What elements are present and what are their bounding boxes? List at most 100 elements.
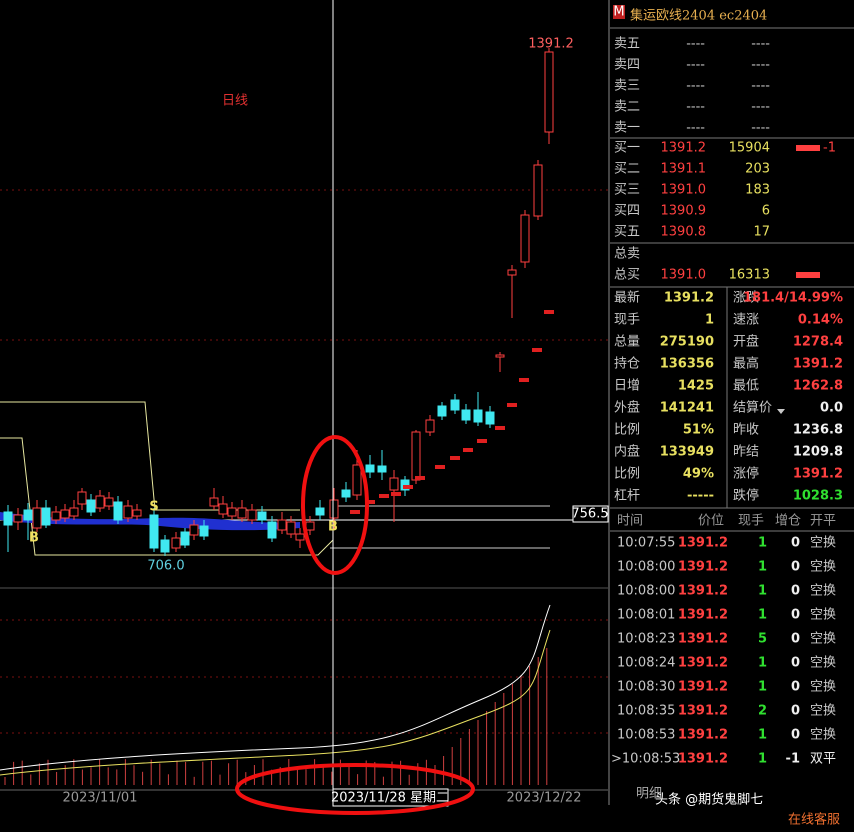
- low-label: 706.0: [147, 559, 184, 574]
- badge: M: [613, 5, 624, 20]
- trade-price: 1391.2: [678, 560, 728, 575]
- candle-body: [461, 409, 471, 421]
- candle-body: [23, 509, 33, 521]
- book-label: 卖一: [614, 121, 640, 136]
- stat-value: 0.14%: [798, 313, 843, 328]
- trade-type: 空换: [810, 656, 836, 671]
- trade-time: 10:08:00: [617, 584, 675, 599]
- trade-oi: -1: [786, 752, 800, 767]
- stat-label: 日增: [614, 379, 640, 394]
- candle-body: [437, 405, 447, 417]
- stat-value: -----: [687, 489, 714, 504]
- candle-body: [315, 507, 325, 516]
- trade-price: 1391.2: [678, 536, 728, 551]
- book-price: 1390.8: [661, 225, 707, 240]
- ma-segment: [532, 348, 542, 352]
- trade-qty: 1: [758, 728, 767, 743]
- trade-qty: 1: [758, 560, 767, 575]
- service-link[interactable]: 在线客服: [788, 812, 840, 828]
- book-price: ----: [686, 79, 705, 94]
- trade-oi: 0: [791, 584, 800, 599]
- trade-oi: 0: [791, 608, 800, 623]
- trade-price: 1391.2: [678, 728, 728, 743]
- candle-body: [544, 51, 554, 133]
- ma-segment: [507, 403, 517, 407]
- book-price: 1391.2: [661, 141, 707, 156]
- stat-value: 181.4/14.99%: [743, 291, 843, 306]
- book-label: 买一: [614, 141, 640, 156]
- candle-body: [365, 464, 375, 473]
- trade-oi: 0: [791, 728, 800, 743]
- candle-body: [149, 514, 159, 549]
- candle-body: [199, 525, 209, 537]
- ma-segment: [495, 426, 505, 430]
- candle-body: [227, 507, 237, 517]
- trade-time: 10:08:35: [617, 704, 675, 719]
- x-axis-label: 2023/11/01: [63, 791, 138, 806]
- candle-body: [237, 507, 247, 519]
- candle-body: [247, 509, 257, 521]
- candle-body: [305, 521, 315, 531]
- book-price: 1391.1: [661, 162, 707, 177]
- trade-qty: 1: [758, 536, 767, 551]
- trade-time: 10:08:30: [617, 680, 675, 695]
- trade-type: 空换: [810, 680, 836, 695]
- book-volume: 203: [745, 162, 770, 177]
- ma-segment: [463, 448, 473, 452]
- stat-value: 1391.2: [793, 467, 843, 482]
- book-price: 1391.0: [661, 183, 707, 198]
- ma-segment: [415, 476, 425, 480]
- trade-type: 空换: [810, 704, 836, 719]
- trade-qty: 1: [758, 752, 767, 767]
- candle-body: [113, 501, 123, 521]
- detail-tab[interactable]: 明细: [636, 787, 662, 802]
- badge-box: [613, 5, 625, 19]
- stat-label: 总量: [614, 335, 640, 350]
- cursor-date-box: [332, 788, 449, 807]
- trade-type: 空换: [810, 632, 836, 647]
- trade-qty: 1: [758, 680, 767, 695]
- volume-ma: [0, 604, 551, 771]
- stat-value: 49%: [683, 467, 714, 482]
- book-volume: ----: [751, 79, 770, 94]
- candle-body: [86, 499, 96, 513]
- candle-body: [377, 465, 387, 473]
- stat-label: 速涨: [733, 313, 759, 328]
- signal-marker: B: [29, 531, 39, 546]
- trade-oi: 0: [791, 632, 800, 647]
- period-label: 日线: [222, 94, 248, 109]
- trade-time: 10:08:23: [617, 632, 675, 647]
- candle-body: [209, 497, 219, 507]
- candle-body: [341, 489, 351, 498]
- stat-value: 1209.8: [793, 445, 843, 460]
- book-label: 卖二: [614, 100, 640, 115]
- trade-price: 1391.2: [678, 632, 728, 647]
- book-volume: ----: [751, 121, 770, 136]
- trade-qty: 2: [758, 704, 767, 719]
- candle-body: [286, 521, 296, 535]
- total-label: 总买: [614, 268, 640, 283]
- kline-chart: 日线 1391.2 706.0 756.5 S B B 2023/11/01 2023/11/2…: [0, 0, 609, 815]
- trade-time: >10:08:53: [611, 752, 680, 767]
- book-volume: ----: [751, 100, 770, 115]
- stat-label: 比例: [614, 423, 640, 438]
- ma-segment: [544, 310, 554, 314]
- trade-header: 时间: [617, 514, 643, 529]
- x-axis-label: 2023/11/28 星期二: [331, 791, 449, 806]
- stat-label: 昨收: [733, 423, 759, 438]
- candle-body: [180, 531, 190, 546]
- book-volume: 183: [745, 183, 770, 198]
- depth-bar: [796, 145, 820, 151]
- candle-body: [123, 505, 133, 519]
- trade-type: 空换: [810, 584, 836, 599]
- total-volume: 16313: [729, 268, 770, 283]
- candle-body: [69, 507, 79, 517]
- x-axis-label: 2023/12/22: [507, 791, 582, 806]
- candle-body: [77, 491, 87, 505]
- trade-qty: 1: [758, 656, 767, 671]
- stat-value: 1236.8: [793, 423, 843, 438]
- trade-price: 1391.2: [678, 704, 728, 719]
- signal-marker: S: [149, 500, 158, 515]
- candle-body: [329, 499, 339, 519]
- book-price: ----: [686, 121, 705, 136]
